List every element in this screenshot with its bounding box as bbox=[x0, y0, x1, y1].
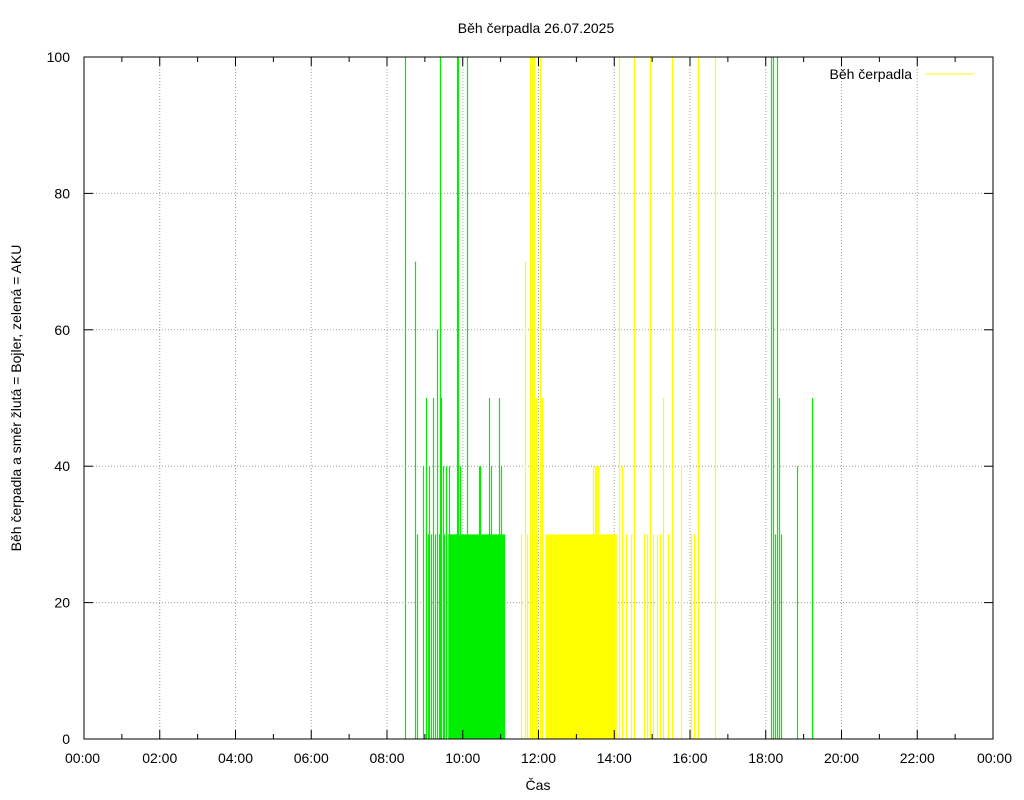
y-tick-label: 60 bbox=[54, 322, 70, 338]
x-tick-label: 14:00 bbox=[597, 750, 632, 766]
x-axis-tick-labels: 00:00 02:00 04:00 06:00 08:00 10:00 12:00 14:00… bbox=[65, 750, 1012, 766]
data-marks bbox=[404, 57, 814, 739]
x-tick-label: 12:00 bbox=[521, 750, 556, 766]
y-tick-label: 0 bbox=[62, 731, 70, 747]
x-tick-label: 16:00 bbox=[672, 750, 707, 766]
y-tick-label: 40 bbox=[54, 458, 70, 474]
x-tick-label: 18:00 bbox=[748, 750, 783, 766]
x-tick-label: 00:00 bbox=[65, 750, 100, 766]
chart-title: Běh čerpadla 26.07.2025 bbox=[458, 20, 615, 36]
x-tick-label: 00:00 bbox=[977, 750, 1012, 766]
legend-label: Běh čerpadla bbox=[829, 66, 912, 82]
x-tick-label: 22:00 bbox=[900, 750, 935, 766]
y-tick-label: 20 bbox=[54, 595, 70, 611]
legend: Běh čerpadla bbox=[829, 66, 974, 82]
x-tick-label: 06:00 bbox=[294, 750, 329, 766]
axis-tick-marks bbox=[83, 56, 994, 740]
x-tick-label: 04:00 bbox=[218, 750, 253, 766]
x-axis-label: Čas bbox=[526, 777, 551, 793]
y-tick-label: 100 bbox=[47, 49, 71, 65]
y-axis-label: Běh čerpadla a směr žlutá = Bojler, zele… bbox=[8, 245, 24, 552]
y-tick-label: 80 bbox=[54, 185, 70, 201]
x-tick-label: 20:00 bbox=[824, 750, 859, 766]
x-tick-label: 08:00 bbox=[369, 750, 404, 766]
y-axis-tick-labels: 0 20 40 60 80 100 bbox=[47, 49, 71, 747]
bojler-run-block bbox=[545, 534, 617, 739]
x-tick-label: 10:00 bbox=[445, 750, 480, 766]
x-tick-label: 02:00 bbox=[142, 750, 177, 766]
